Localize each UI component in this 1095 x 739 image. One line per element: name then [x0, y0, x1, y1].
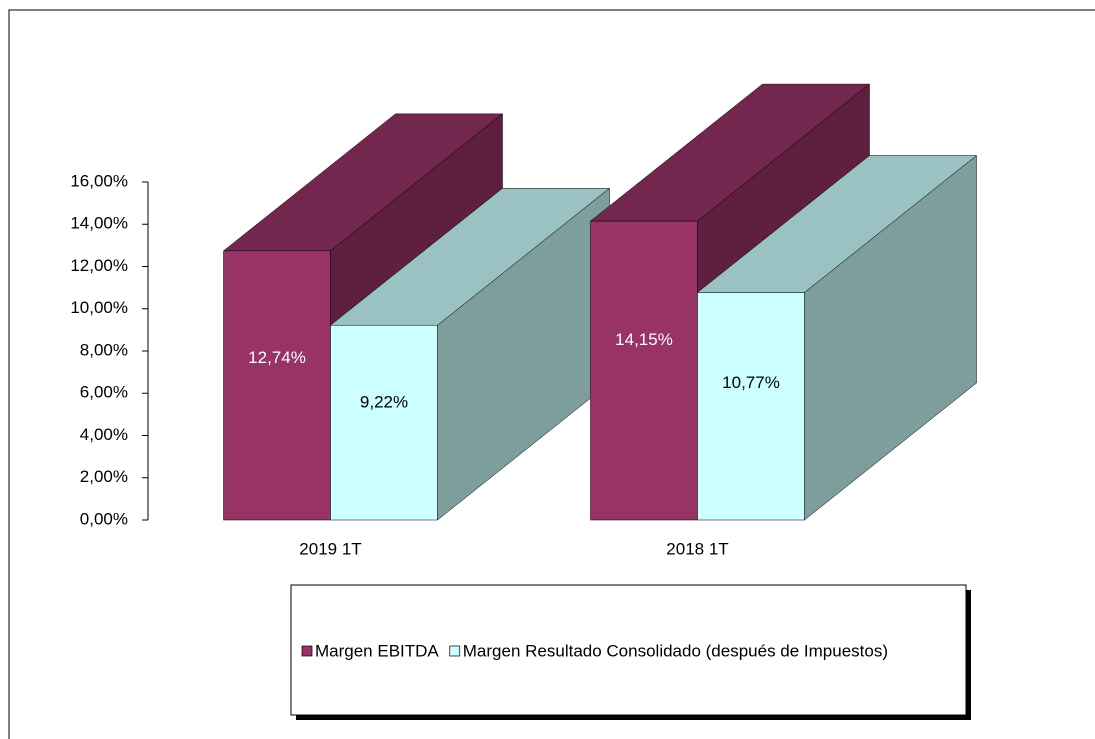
- data-label: 10,77%: [722, 373, 780, 392]
- legend-swatch: [301, 645, 313, 657]
- y-tick-label: 6,00%: [80, 383, 128, 402]
- legend-swatch: [449, 645, 461, 657]
- y-tick-label: 2,00%: [80, 467, 128, 486]
- x-tick-label: 2018 1T: [666, 539, 728, 558]
- legend-label: Margen Resultado Consolidado (después de…: [463, 641, 888, 660]
- data-label: 9,22%: [360, 393, 408, 412]
- data-label: 14,15%: [615, 330, 673, 349]
- bar: [697, 292, 805, 521]
- y-tick-label: 4,00%: [80, 425, 128, 444]
- bar: [590, 220, 698, 521]
- y-tick-label: 12,00%: [70, 256, 128, 275]
- legend-label: Margen EBITDA: [315, 641, 439, 660]
- y-tick-label: 8,00%: [80, 340, 128, 359]
- chart-frame: [8, 9, 1095, 739]
- bar: [330, 324, 438, 521]
- y-tick-label: 10,00%: [70, 298, 128, 317]
- bar: [223, 250, 331, 521]
- data-label: 12,74%: [248, 348, 306, 367]
- y-tick-label: 16,00%: [70, 171, 128, 190]
- y-tick-label: 14,00%: [70, 214, 128, 233]
- legend-box: [290, 584, 967, 716]
- y-tick-label: 0,00%: [80, 509, 128, 528]
- x-tick-label: 2019 1T: [299, 539, 361, 558]
